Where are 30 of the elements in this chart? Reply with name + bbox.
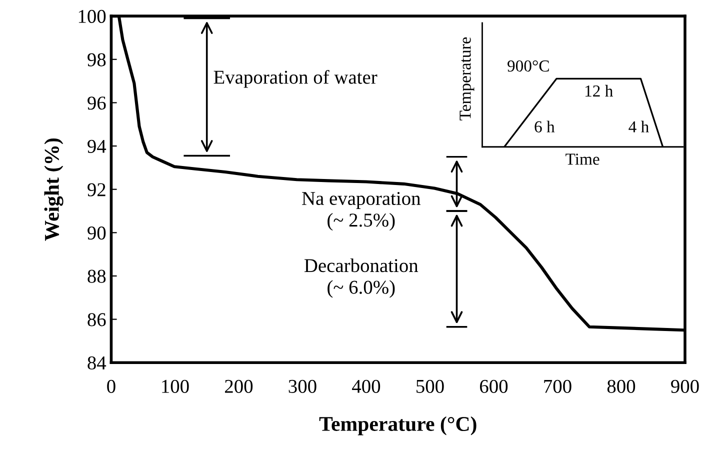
y-tick-label: 86 — [88, 313, 106, 326]
y-axis-title: Weight (%) — [44, 138, 64, 241]
x-tick-label: 700 — [544, 380, 572, 393]
x-tick-label: 900 — [671, 380, 699, 393]
y-tick-label: 88 — [88, 270, 106, 283]
annotation: Temperature — [460, 37, 474, 120]
x-tick-label: 800 — [607, 380, 636, 393]
x-tick-label: 600 — [480, 380, 508, 393]
x-tick-label: 500 — [416, 380, 444, 393]
x-axis-title: Temperature (°C) — [319, 416, 476, 436]
y-tick-label: 90 — [88, 226, 106, 240]
annotation: 12 h — [585, 84, 613, 96]
annotation: Na evaporation (~ 2.5%) — [302, 192, 420, 231]
x-tick-label: 300 — [288, 380, 316, 393]
y-tick-label: 100 — [78, 10, 106, 24]
x-tick-label: 200 — [225, 380, 253, 393]
annotation: Time — [566, 154, 600, 165]
y-tick-label: 94 — [88, 140, 106, 153]
annotation: 6 h — [534, 120, 555, 132]
annotation: 4 h — [628, 120, 649, 132]
annotation: Decarbonation (~ 6.0%) — [304, 258, 418, 298]
y-tick-label: 96 — [88, 96, 106, 110]
y-tick-label: 98 — [88, 53, 106, 66]
annotation: Evaporation of water — [214, 70, 378, 88]
x-tick-label: 100 — [162, 380, 189, 393]
annotation: 900°C — [508, 60, 549, 72]
y-tick-label: 92 — [88, 183, 106, 196]
x-tick-label: 400 — [352, 380, 380, 393]
y-tick-label: 84 — [88, 356, 106, 370]
x-tick-label: 0 — [107, 380, 116, 393]
